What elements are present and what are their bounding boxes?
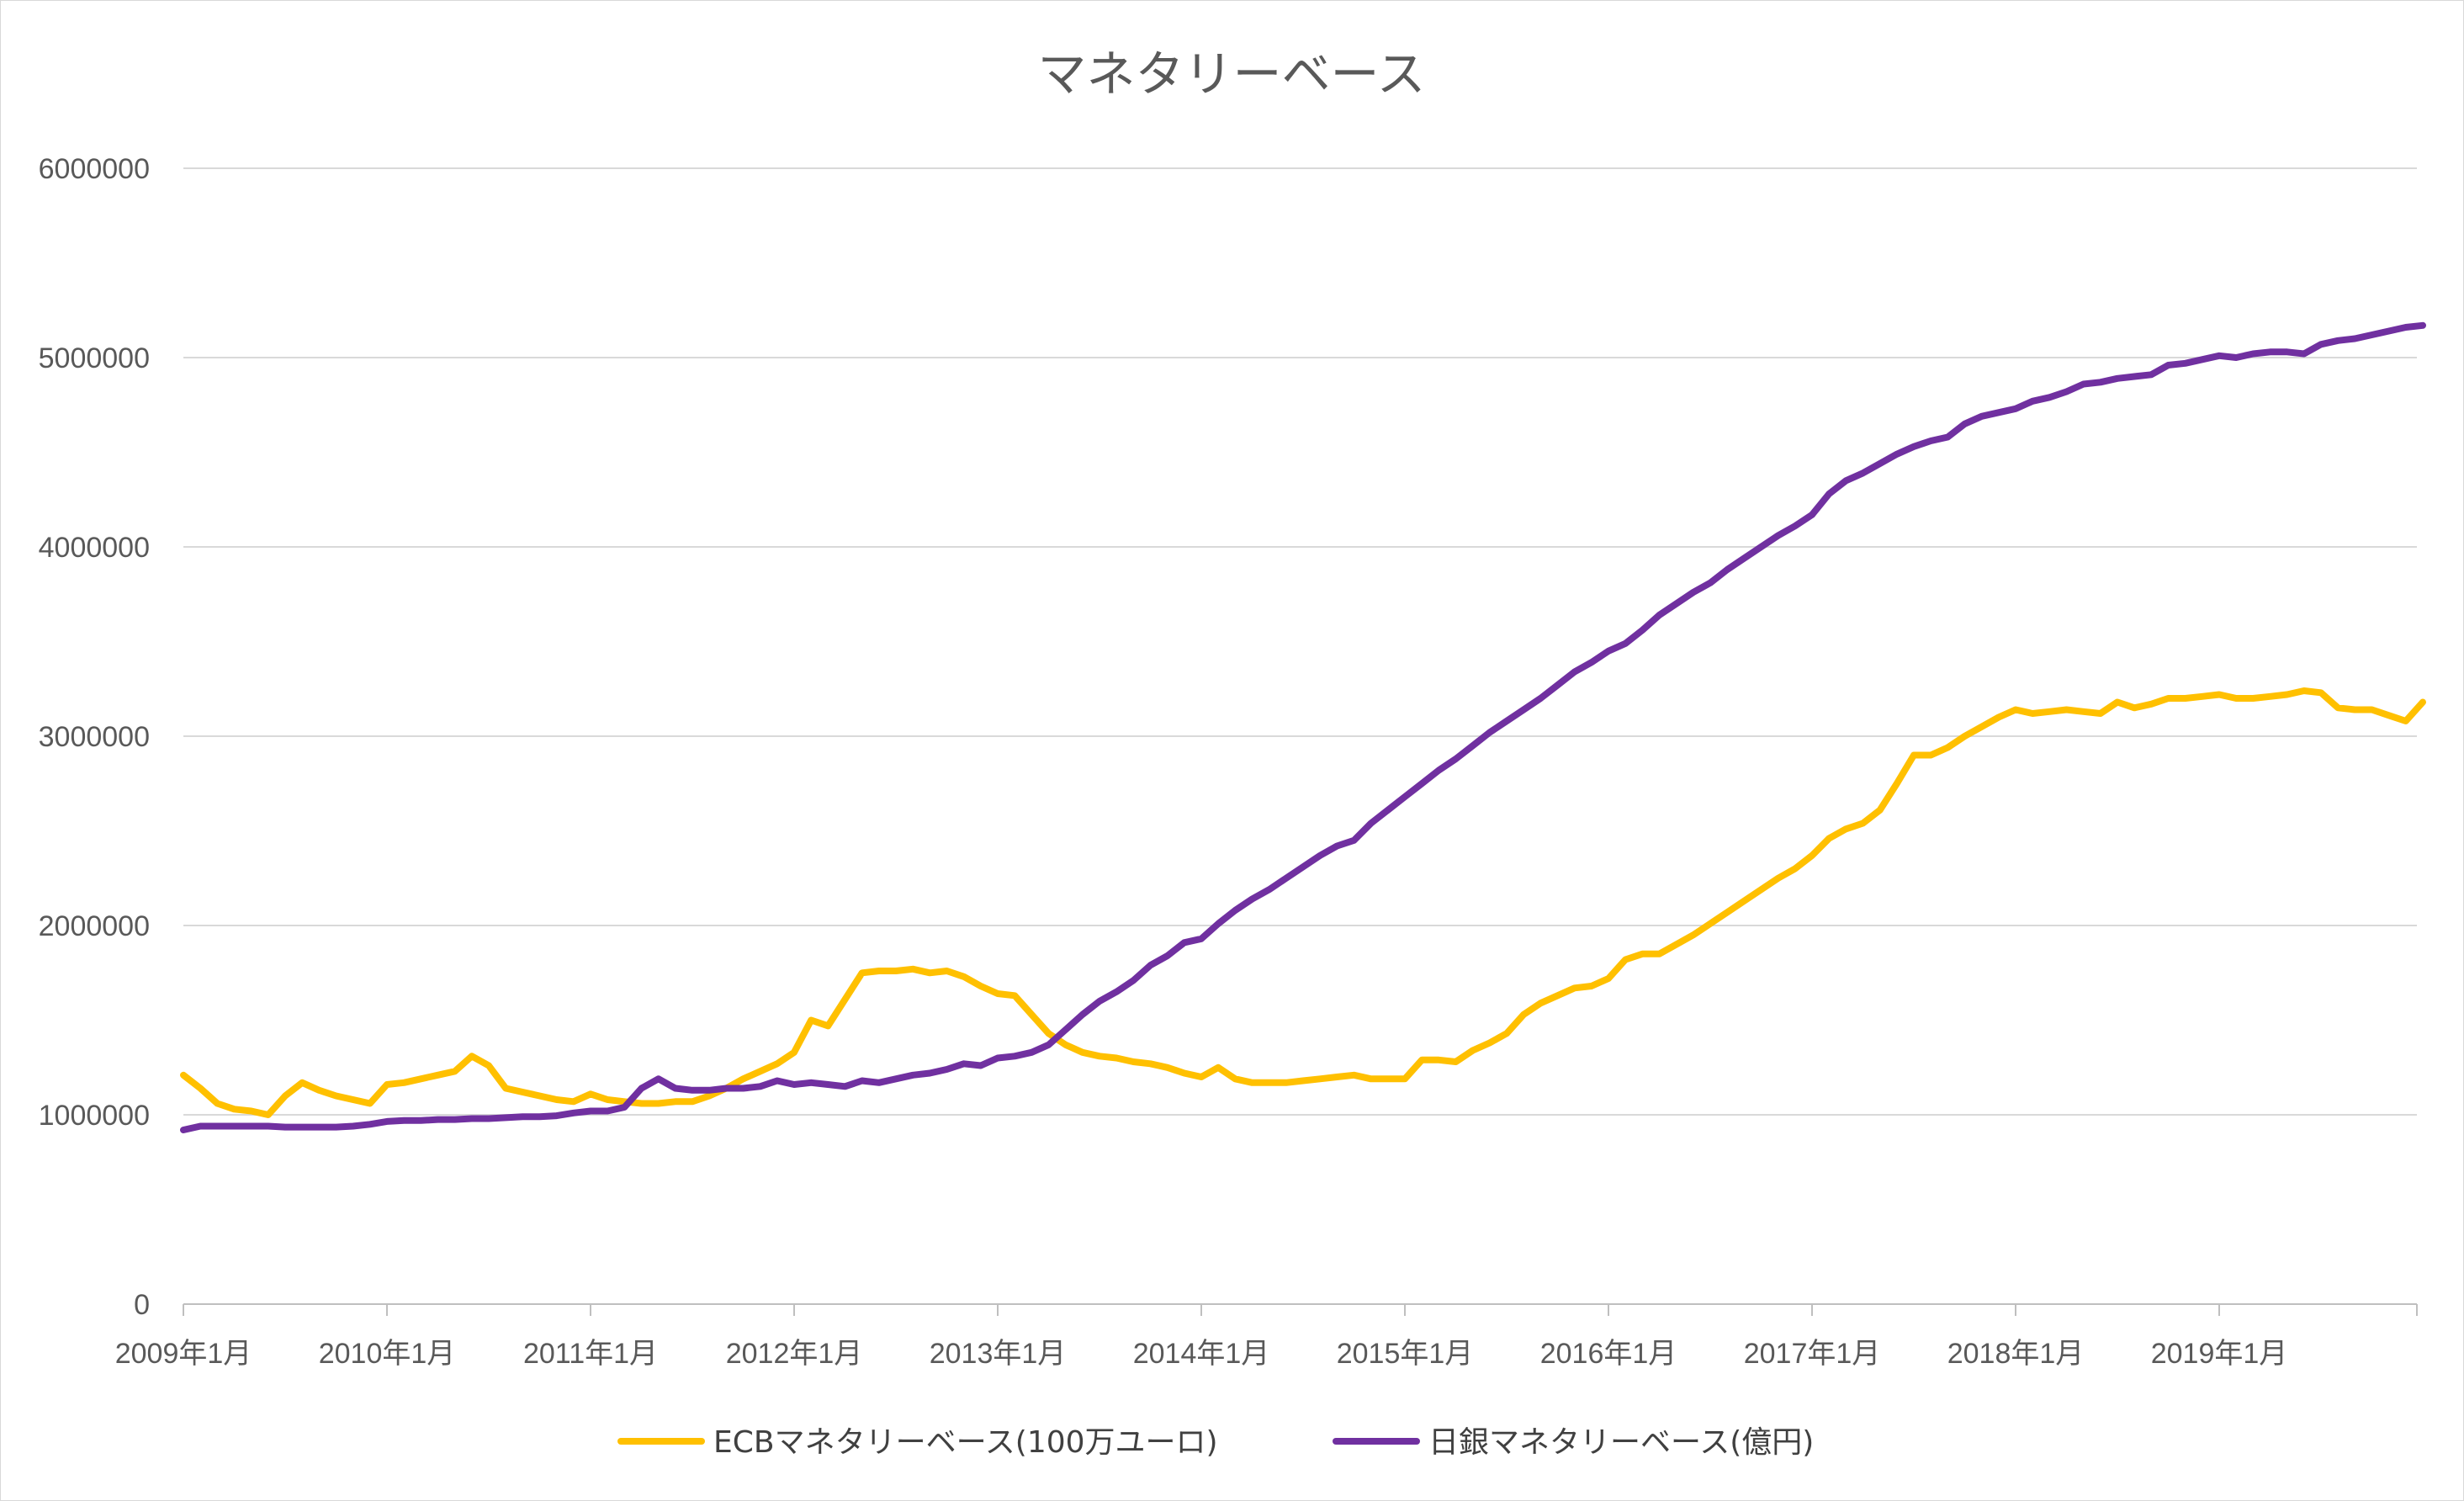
gridlines <box>183 167 2417 1116</box>
series-lines <box>180 321 2426 1133</box>
x-tick-label: 2013年1月 <box>930 1338 1067 1370</box>
x-tick-label: 2012年1月 <box>726 1338 863 1370</box>
x-tick-label: 2009年1月 <box>115 1338 252 1370</box>
y-tick-label: 3000000 <box>39 721 150 753</box>
y-tick-label: 0 <box>134 1289 150 1321</box>
series-line-1 <box>180 687 2426 1118</box>
x-tick-label: 2016年1月 <box>1540 1338 1677 1370</box>
series-line-2 <box>180 321 2426 1133</box>
y-tick-label: 2000000 <box>39 910 150 942</box>
x-tick-label: 2019年1月 <box>2151 1338 2288 1370</box>
x-tick-label: 2014年1月 <box>1133 1338 1270 1370</box>
y-tick-label: 6000000 <box>39 153 150 185</box>
x-tick-label: 2011年1月 <box>523 1338 658 1370</box>
legend-label: 日銀マネタリーベース(億円) <box>1428 1425 1814 1460</box>
y-tick-label: 5000000 <box>39 342 150 374</box>
x-axis: 2009年1月 2010年1月 2011年1月 2012年1月 2013年1月 2014年… <box>115 1303 2418 1370</box>
x-tick-label: 2010年1月 <box>319 1338 456 1370</box>
y-tick-label: 1000000 <box>39 1100 150 1132</box>
y-axis: 0 1000000 2000000 3000000 4000000 5000000 6000… <box>39 153 150 1321</box>
legend: ECBマネタリーベース(100万ユーロ) 日銀マネタリーベース(億円) <box>617 1425 1814 1460</box>
x-tick-label: 2015年1月 <box>1337 1338 1474 1370</box>
y-tick-label: 4000000 <box>39 532 150 564</box>
legend-label: ECBマネタリーベース(100万ユーロ) <box>713 1425 1218 1460</box>
x-tick-label: 2017年1月 <box>1744 1338 1881 1370</box>
chart-title: マネタリーベース <box>1037 45 1425 103</box>
x-tick-label: 2018年1月 <box>1947 1338 2085 1370</box>
